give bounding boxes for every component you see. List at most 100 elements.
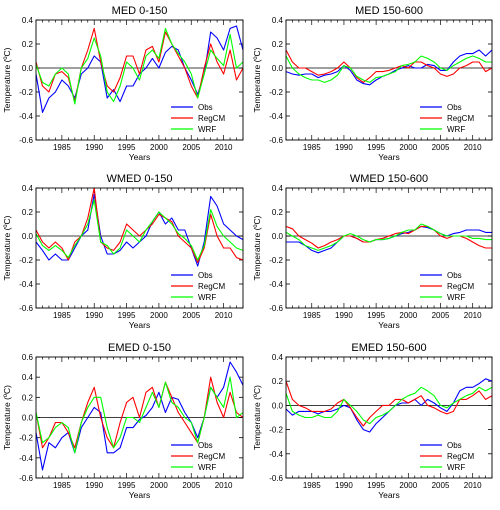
legend-label: WRF <box>447 125 465 134</box>
y-tick-label: 0.0 <box>272 401 284 410</box>
legend-label: Obs <box>198 441 213 450</box>
x-tick-label: 2010 <box>464 143 482 152</box>
y-axis-label: Temperature (ºC) <box>2 385 12 450</box>
x-tick-label: 1985 <box>53 481 71 490</box>
y-tick-label: 0.6 <box>22 353 34 362</box>
x-tick-label: 2000 <box>150 143 168 152</box>
plot-frame <box>285 19 493 141</box>
y-tick-label: 0.4 <box>22 16 34 25</box>
y-tick-label: 0.0 <box>22 64 34 73</box>
y-tick-label: -0.4 <box>269 280 283 289</box>
y-tick-label: -0.2 <box>19 256 33 265</box>
legend-label: WRF <box>447 463 465 472</box>
series-line-wrf <box>286 55 492 83</box>
legend-label: RegCM <box>198 452 225 461</box>
x-tick-label: 1990 <box>85 143 103 152</box>
series-line-regcm <box>286 225 492 249</box>
x-tick-label: 2010 <box>464 481 482 490</box>
y-axis-label: Temperature (ºC) <box>2 215 12 280</box>
plot-frame <box>285 356 493 479</box>
x-tick-label: 2005 <box>182 143 200 152</box>
series-line-regcm <box>286 381 492 427</box>
y-tick-label: 0.2 <box>272 40 284 49</box>
plot-frame <box>35 19 244 141</box>
x-tick-label: 2000 <box>399 481 417 490</box>
x-axis-label: Years <box>129 152 150 162</box>
y-tick-label: 0.4 <box>272 184 284 193</box>
panel-title: MED 0-150 <box>112 5 168 17</box>
y-tick-label: -0.6 <box>269 136 283 145</box>
y-tick-label: -0.2 <box>19 434 33 443</box>
y-tick-label: -0.2 <box>269 426 283 435</box>
x-tick-label: 2000 <box>399 311 417 320</box>
legend-label: RegCM <box>447 282 474 291</box>
x-axis-label: Years <box>378 490 399 500</box>
panel-1: MED 150-600 -0.6 -0.4 -0.2 0.0 0.2 0.4 1985 1990… <box>252 5 493 162</box>
x-tick-label: 1985 <box>303 311 321 320</box>
y-tick-label: 0.4 <box>272 16 284 25</box>
x-tick-label: 1990 <box>85 311 103 320</box>
y-tick-label: 0.2 <box>22 393 34 402</box>
x-tick-label: 2005 <box>432 481 450 490</box>
x-tick-label: 1985 <box>303 481 321 490</box>
panel-5: EMED 150-600 -0.6 -0.4 -0.2 0.0 0.2 0.4 1985 199… <box>252 342 493 500</box>
series-line-obs <box>36 25 243 113</box>
series-group <box>36 25 243 113</box>
y-tick-label: 0.2 <box>272 377 284 386</box>
panel-2: WMED 0-150 -0.6 -0.4 -0.2 0.0 0.2 0.4 1985 1990 1… <box>2 173 244 330</box>
x-tick-label: 2005 <box>182 481 200 490</box>
y-tick-label: -0.4 <box>269 450 283 459</box>
x-tick-label: 1995 <box>118 143 136 152</box>
y-tick-label: 0.2 <box>22 208 34 217</box>
series-line-wrf <box>36 199 243 261</box>
x-axis-label: Years <box>378 320 399 330</box>
series-line-wrf <box>286 223 492 251</box>
series-line-regcm <box>36 27 243 103</box>
panel-title: WMED 0-150 <box>106 173 172 185</box>
x-tick-label: 1995 <box>118 311 136 320</box>
legend-label: RegCM <box>447 452 474 461</box>
x-tick-label: 1990 <box>335 481 353 490</box>
panel-title: MED 150-600 <box>355 5 423 17</box>
panel-title: EMED 0-150 <box>108 342 171 354</box>
y-tick-label: -0.2 <box>19 88 33 97</box>
series-line-wrf <box>286 386 492 425</box>
y-tick-label: -0.4 <box>269 112 283 121</box>
legend-label: Obs <box>447 103 462 112</box>
x-tick-label: 2005 <box>432 311 450 320</box>
panel-title: WMED 150-600 <box>350 173 428 185</box>
y-tick-label: -0.4 <box>19 280 33 289</box>
legend-label: Obs <box>447 441 462 450</box>
x-tick-label: 1990 <box>85 481 103 490</box>
legend-label: RegCM <box>447 114 474 123</box>
y-tick-label: 0.0 <box>22 232 34 241</box>
legend-label: Obs <box>198 271 213 280</box>
x-tick-label: 1990 <box>335 311 353 320</box>
x-tick-label: 2005 <box>182 311 200 320</box>
legend-label: WRF <box>198 125 216 134</box>
legend-label: RegCM <box>198 114 225 123</box>
series-line-wrf <box>36 376 243 454</box>
y-tick-label: -0.6 <box>269 474 283 483</box>
y-tick-label: -0.6 <box>19 474 33 483</box>
x-tick-label: 1995 <box>118 481 136 490</box>
y-tick-label: -0.2 <box>269 256 283 265</box>
x-tick-label: 1985 <box>53 143 71 152</box>
y-tick-label: 0.2 <box>22 40 34 49</box>
x-tick-label: 2000 <box>150 481 168 490</box>
series-group <box>286 49 492 86</box>
y-axis-label: Temperature (ºC) <box>252 215 262 280</box>
y-tick-label: 0.0 <box>272 64 284 73</box>
y-axis-label: Temperature (ºC) <box>252 385 262 450</box>
x-tick-label: 2010 <box>215 481 233 490</box>
y-tick-label: 0.0 <box>272 232 284 241</box>
panel-4: EMED 0-150 -0.6 -0.4 -0.2 0.0 0.2 0.4 0.6 1985 19… <box>2 342 244 500</box>
y-tick-label: -0.2 <box>269 88 283 97</box>
x-axis-label: Years <box>129 320 150 330</box>
x-tick-label: 1995 <box>367 311 385 320</box>
legend-label: WRF <box>447 293 465 302</box>
x-axis-label: Years <box>378 152 399 162</box>
series-group <box>286 378 492 433</box>
y-axis-label: Temperature (ºC) <box>252 47 262 112</box>
